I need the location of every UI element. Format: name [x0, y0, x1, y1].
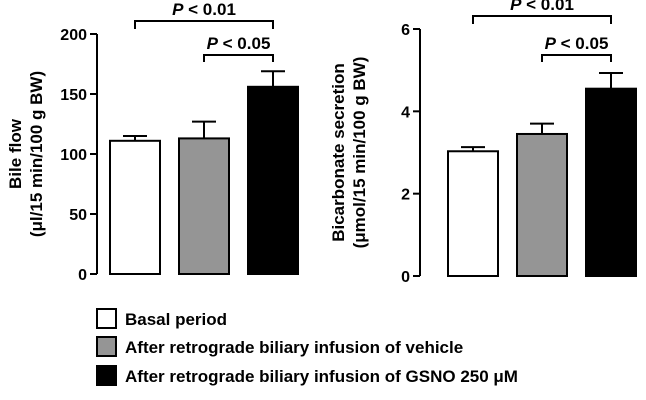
legend-label: After retrograde biliary infusion of GSN…	[125, 367, 518, 386]
y-tick-label: 100	[60, 147, 87, 164]
p-symbol: P	[510, 0, 522, 14]
y-tick-label: 4	[401, 104, 410, 121]
y-tick-label: 200	[60, 27, 87, 44]
y-tick-label: 50	[69, 207, 87, 224]
p-symbol: P	[207, 34, 219, 53]
legend-label: Basal period	[125, 310, 227, 329]
p-symbol: P	[172, 0, 184, 19]
p-value: < 0.01	[521, 0, 573, 14]
y-tick-label: 0	[401, 269, 410, 286]
significance-label: P < 0.01	[510, 0, 574, 14]
y-tick-label: 0	[78, 267, 87, 284]
bar	[447, 150, 499, 277]
p-value: < 0.05	[556, 34, 608, 53]
bile-flow-chart: 0 50 100 150 200 Bile flow (μl/15 min/100 g BW…	[6, 0, 299, 284]
bicarbonate-secretion-chart: 0 2 4 6 Bicarbonate secretion (μmol/15 min/10…	[329, 0, 637, 286]
y-tick-label: 2	[401, 187, 410, 204]
significance-bracket	[541, 54, 612, 62]
significance-label: P < 0.01	[172, 0, 236, 19]
legend-swatch	[96, 308, 117, 329]
y-axis-title-line2: (μmol/15 min/100 g BW)	[350, 57, 369, 249]
bar	[178, 137, 230, 275]
significance-label: P < 0.05	[207, 34, 271, 53]
p-symbol: P	[545, 34, 557, 53]
legend-swatch	[96, 365, 117, 386]
p-value: < 0.01	[183, 0, 235, 19]
p-value: < 0.05	[218, 34, 270, 53]
y-tick-label: 6	[401, 22, 410, 39]
significance-bracket	[203, 54, 274, 62]
bar	[109, 139, 161, 275]
y-axis-title-line1: Bile flow	[6, 118, 25, 189]
significance-bracket	[472, 15, 612, 24]
significance-label: P < 0.05	[545, 34, 609, 53]
significance-bracket	[134, 20, 274, 29]
legend: Basal period After retrograde biliary inf…	[96, 308, 518, 386]
y-axis-title-line1: Bicarbonate secretion	[329, 63, 348, 242]
legend-swatch	[96, 336, 117, 357]
bar	[247, 85, 299, 275]
legend-label: After retrograde biliary infusion of veh…	[125, 338, 463, 357]
bar	[516, 132, 568, 277]
y-axis-title-line2: (μl/15 min/100 g BW)	[27, 71, 46, 237]
y-tick-label: 150	[60, 87, 87, 104]
bar	[585, 87, 637, 277]
